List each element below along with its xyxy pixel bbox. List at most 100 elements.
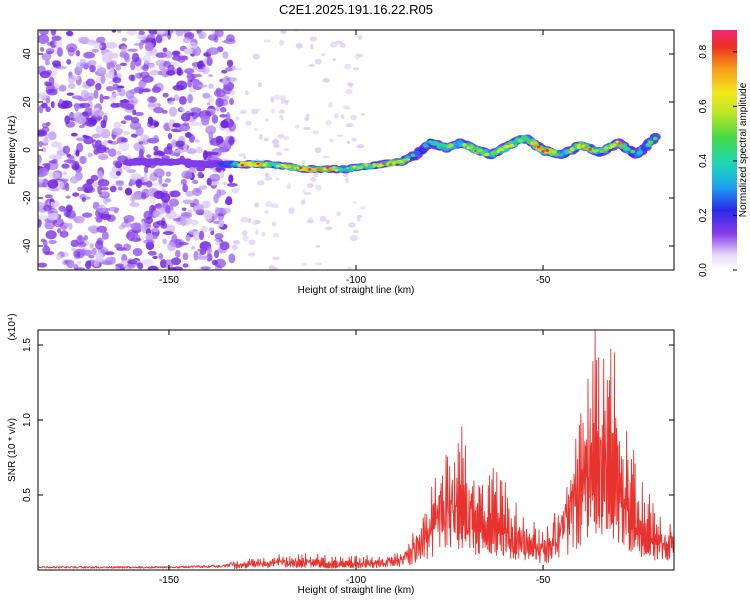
signal-blob (536, 145, 541, 149)
noise-speckle (240, 216, 249, 223)
noise-speckle (207, 47, 220, 55)
noise-speckle (164, 224, 176, 234)
noise-speckle (206, 245, 212, 255)
noise-speckle (144, 165, 149, 174)
x-tick-label: -150 (159, 275, 179, 286)
signal-blob (505, 145, 509, 148)
signal-blob (457, 142, 463, 146)
noise-speckle (334, 113, 339, 119)
noise-speckle (214, 206, 219, 216)
noise-speckle (176, 66, 182, 76)
noise-speckle (180, 112, 191, 122)
noise-speckle (38, 167, 49, 176)
noise-speckle (294, 125, 300, 129)
noise-speckle (210, 137, 221, 146)
noise-speckle (182, 252, 189, 261)
signal-blob (500, 148, 505, 152)
noise-speckle (200, 115, 210, 123)
noise-speckle (209, 173, 221, 182)
noise-speckle (150, 138, 158, 144)
noise-speckle (113, 121, 122, 129)
noise-speckle (103, 139, 108, 147)
noise-speckle (182, 37, 191, 43)
noise-speckle (63, 208, 72, 218)
noise-speckle (221, 69, 228, 74)
noise-speckle (41, 53, 52, 61)
noise-speckle (77, 186, 85, 192)
noise-speckle (143, 239, 155, 245)
noise-speckle (151, 86, 161, 93)
noise-speckle (201, 200, 211, 209)
noise-speckle (220, 120, 229, 129)
noise-speckle (51, 154, 63, 160)
noise-speckle (356, 214, 363, 219)
noise-speckle (208, 151, 219, 156)
noise-speckle (206, 253, 213, 262)
noise-speckle (38, 129, 47, 137)
noise-speckle (138, 148, 144, 159)
y-tick-label: 0.5 (22, 488, 33, 502)
noise-speckle (210, 230, 215, 236)
noise-speckle (87, 59, 97, 67)
noise-speckle (228, 136, 235, 146)
noise-speckle (304, 116, 310, 121)
noise-speckle (357, 34, 363, 40)
noise-speckle (161, 183, 169, 188)
noise-speckle (132, 247, 143, 257)
signal-blob (599, 150, 604, 153)
noise-speckle (205, 212, 213, 223)
noise-speckle (76, 137, 86, 142)
noise-speckle (308, 64, 315, 67)
noise-speckle (263, 137, 269, 142)
noise-speckle (164, 149, 174, 155)
signal-blob (581, 144, 586, 148)
noise-speckle (104, 251, 115, 256)
noise-speckle (71, 132, 78, 137)
noise-speckle (67, 155, 75, 159)
noise-speckle (38, 262, 48, 268)
noise-speckle (178, 95, 187, 105)
noise-speckle (329, 41, 338, 48)
noise-speckle (271, 221, 277, 227)
noise-speckle (149, 195, 156, 204)
noise-speckle (231, 187, 239, 194)
noise-speckle (112, 160, 120, 167)
noise-speckle (93, 89, 99, 99)
noise-speckle (48, 131, 57, 141)
noise-speckle (336, 134, 344, 137)
signal-blob (364, 163, 368, 167)
colorbar-gradient (712, 30, 737, 270)
noise-speckle (58, 98, 63, 104)
noise-speckle (307, 217, 313, 222)
noise-speckle (126, 30, 137, 36)
signal-blob (298, 166, 303, 170)
signal-blob (568, 150, 572, 154)
noise-speckle (241, 230, 248, 236)
noise-speckle (45, 69, 52, 75)
noise-speckle (75, 50, 81, 57)
noise-speckle (65, 195, 71, 199)
signal-blob (619, 144, 624, 148)
noise-speckle (119, 99, 130, 103)
noise-speckle (315, 245, 321, 248)
noise-speckle (66, 43, 78, 53)
signal-blob (595, 149, 599, 152)
noise-speckle (138, 30, 145, 36)
noise-speckle (163, 50, 173, 59)
noise-speckle (47, 212, 59, 221)
noise-speckle (247, 252, 256, 257)
noise-speckle (153, 106, 164, 114)
noise-speckle (192, 79, 200, 86)
noise-speckle (314, 58, 322, 65)
noise-speckle (225, 111, 231, 122)
noise-speckle (106, 140, 113, 144)
noise-speckle (329, 138, 334, 143)
noise-speckle (167, 97, 176, 102)
signal-blob (338, 167, 344, 171)
signal-blob (604, 148, 608, 152)
noise-speckle (176, 80, 188, 90)
noise-speckle (286, 183, 292, 190)
colorbar-tick-label: 0.4 (698, 154, 709, 168)
noise-speckle (325, 226, 333, 231)
noise-speckle (91, 247, 97, 256)
